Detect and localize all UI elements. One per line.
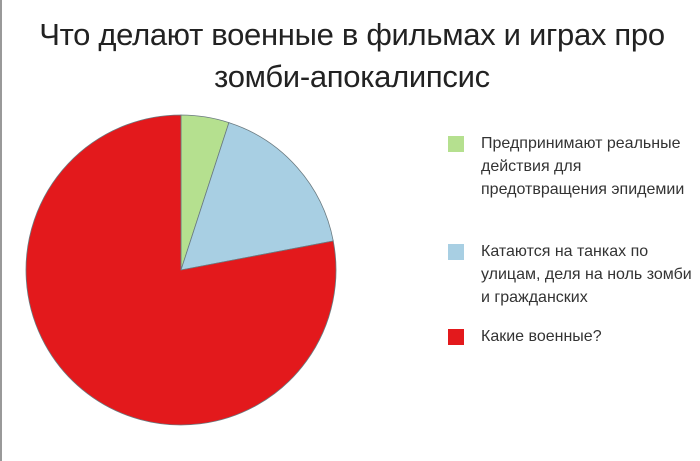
- pie-slice-2: [25, 114, 337, 426]
- legend-label: Какие военные?: [481, 328, 602, 345]
- legend-item: Какие военные?: [448, 325, 700, 348]
- legend-swatch: [448, 329, 464, 345]
- legend-item: Катаются на танках по улицам, деля на но…: [448, 240, 700, 309]
- legend-item: Предпринимают реальные действия для пред…: [448, 132, 700, 201]
- legend-label: Катаются на танках по улицам, деля на но…: [481, 243, 692, 306]
- chart-title: Что делают военные в фильмах и играх про…: [39, 17, 665, 94]
- legend-label: Предпринимают реальные действия для пред…: [481, 135, 685, 198]
- pie-slice-1: [180, 122, 334, 271]
- legend-swatch: [448, 244, 464, 260]
- legend-swatch: [448, 136, 464, 152]
